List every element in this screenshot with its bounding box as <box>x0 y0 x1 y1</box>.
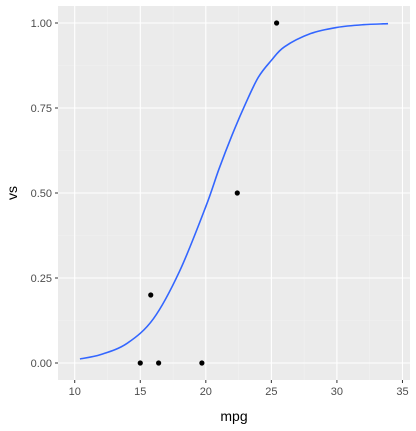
y-tick-label: 1.00 <box>31 18 52 30</box>
y-tick-label: 0.50 <box>31 188 52 200</box>
x-tick-label: 10 <box>69 386 81 398</box>
x-tick-label: 25 <box>265 386 277 398</box>
data-point <box>274 20 280 26</box>
x-tick-label: 20 <box>200 386 212 398</box>
x-axis-ticks: 10 15 20 25 30 35 <box>69 380 409 398</box>
x-axis-title: mpg <box>220 408 247 424</box>
major-gridlines <box>58 6 410 380</box>
data-point <box>156 360 162 366</box>
y-tick-label: 0.75 <box>31 103 52 115</box>
x-tick-label: 35 <box>396 386 408 398</box>
y-tick-label: 0.25 <box>31 273 52 285</box>
data-point <box>234 190 240 196</box>
y-axis-ticks: 0.00 0.25 0.50 0.75 1.00 <box>31 18 58 370</box>
x-tick-label: 30 <box>331 386 343 398</box>
y-tick-label: 0.00 <box>31 358 52 370</box>
x-tick-label: 15 <box>134 386 146 398</box>
data-points <box>137 20 280 366</box>
y-axis-title: vs <box>4 186 20 200</box>
fit-curve <box>79 22 389 360</box>
data-point <box>148 292 154 298</box>
data-point <box>137 360 143 366</box>
data-point <box>199 360 205 366</box>
